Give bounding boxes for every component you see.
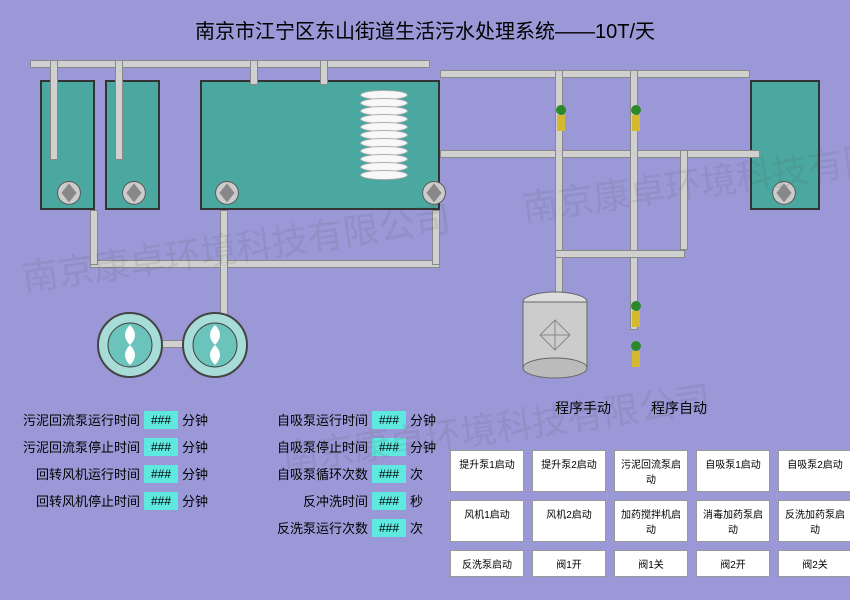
pipe [50,60,58,160]
param-label: 自吸泵循环次数 [238,464,368,483]
param-unit: 分钟 [410,410,436,429]
param-row: 反冲洗时间###秒 [238,491,436,510]
pump-icon [115,175,153,207]
pipe [90,210,98,265]
control-button[interactable]: 阀1关 [614,550,688,577]
param-row: 污泥回流泵运行时间###分钟 [10,410,208,429]
param-value[interactable]: ### [372,492,406,510]
pipe [680,150,688,250]
mode-labels: 程序手动 程序自动 [555,398,707,418]
button-grid: 提升泵1启动提升泵2启动污泥回流泵启动自吸泵1启动自吸泵2启动风机1启动风机2启… [450,450,850,577]
param-value[interactable]: ### [144,411,178,429]
param-row: 回转风机停止时间###分钟 [10,491,208,510]
pump-icon [765,175,803,207]
param-value[interactable]: ### [144,492,178,510]
pipe [90,260,440,268]
control-button[interactable]: 阀1开 [532,550,606,577]
param-unit: 分钟 [182,491,208,510]
param-label: 污泥回流泵停止时间 [10,437,140,456]
mode-manual-label: 程序手动 [555,398,611,418]
param-unit: 分钟 [182,410,208,429]
pipe [440,70,750,78]
param-row: 自吸泵停止时间###分钟 [238,437,436,456]
control-button[interactable]: 污泥回流泵启动 [614,450,688,492]
control-button[interactable]: 反洗加药泵启动 [778,500,850,542]
param-label: 回转风机停止时间 [10,491,140,510]
param-value[interactable]: ### [372,438,406,456]
valve-icon [550,104,572,134]
param-unit: 分钟 [182,437,208,456]
param-label: 反洗泵运行次数 [238,518,368,537]
mode-auto-label: 程序自动 [651,398,707,418]
param-unit: 分钟 [182,464,208,483]
cylinder-tank-icon [520,290,590,380]
param-row: 污泥回流泵停止时间###分钟 [10,437,208,456]
param-label: 回转风机运行时间 [10,464,140,483]
param-value[interactable]: ### [144,438,178,456]
control-button[interactable]: 反洗泵启动 [450,550,524,577]
fan-icon [95,310,165,380]
param-value[interactable]: ### [372,411,406,429]
pipe [440,150,760,158]
pump-icon [50,175,88,207]
pipe [30,60,430,68]
pump-icon [208,175,246,207]
param-row: 自吸泵循环次数###次 [238,464,436,483]
param-label: 反冲洗时间 [238,491,368,510]
control-button[interactable]: 提升泵1启动 [450,450,524,492]
param-label: 自吸泵运行时间 [238,410,368,429]
control-button[interactable]: 消毒加药泵启动 [696,500,770,542]
valve-icon [625,340,647,370]
param-row: 反洗泵运行次数###次 [238,518,436,537]
control-button[interactable]: 阀2关 [778,550,850,577]
pipe [432,210,440,265]
param-row: 自吸泵运行时间###分钟 [238,410,436,429]
valve-icon [625,104,647,134]
param-unit: 次 [410,464,436,483]
control-button[interactable]: 提升泵2启动 [532,450,606,492]
param-row [10,518,208,537]
param-row: 回转风机运行时间###分钟 [10,464,208,483]
pipe [320,60,328,85]
control-button[interactable]: 自吸泵1启动 [696,450,770,492]
filter-stack [360,90,408,200]
param-unit: 分钟 [410,437,436,456]
page-title: 南京市江宁区东山街道生活污水处理系统——10T/天 [0,15,850,44]
pump-icon [415,175,453,207]
valve-icon [625,300,647,330]
pipe [250,60,258,85]
param-label: 自吸泵停止时间 [238,437,368,456]
fan-icon [180,310,250,380]
param-unit: 次 [410,518,436,537]
param-label: 污泥回流泵运行时间 [10,410,140,429]
control-button[interactable]: 阀2开 [696,550,770,577]
control-button[interactable]: 加药搅拌机启动 [614,500,688,542]
param-value[interactable]: ### [372,465,406,483]
parameter-grid: 污泥回流泵运行时间###分钟自吸泵运行时间###分钟污泥回流泵停止时间###分钟… [10,410,436,537]
pipe [115,60,123,160]
param-value[interactable]: ### [372,519,406,537]
control-button[interactable]: 自吸泵2启动 [778,450,850,492]
param-value[interactable]: ### [144,465,178,483]
control-button[interactable]: 风机1启动 [450,500,524,542]
pipe [555,250,685,258]
param-unit: 秒 [410,491,436,510]
control-button[interactable]: 风机2启动 [532,500,606,542]
